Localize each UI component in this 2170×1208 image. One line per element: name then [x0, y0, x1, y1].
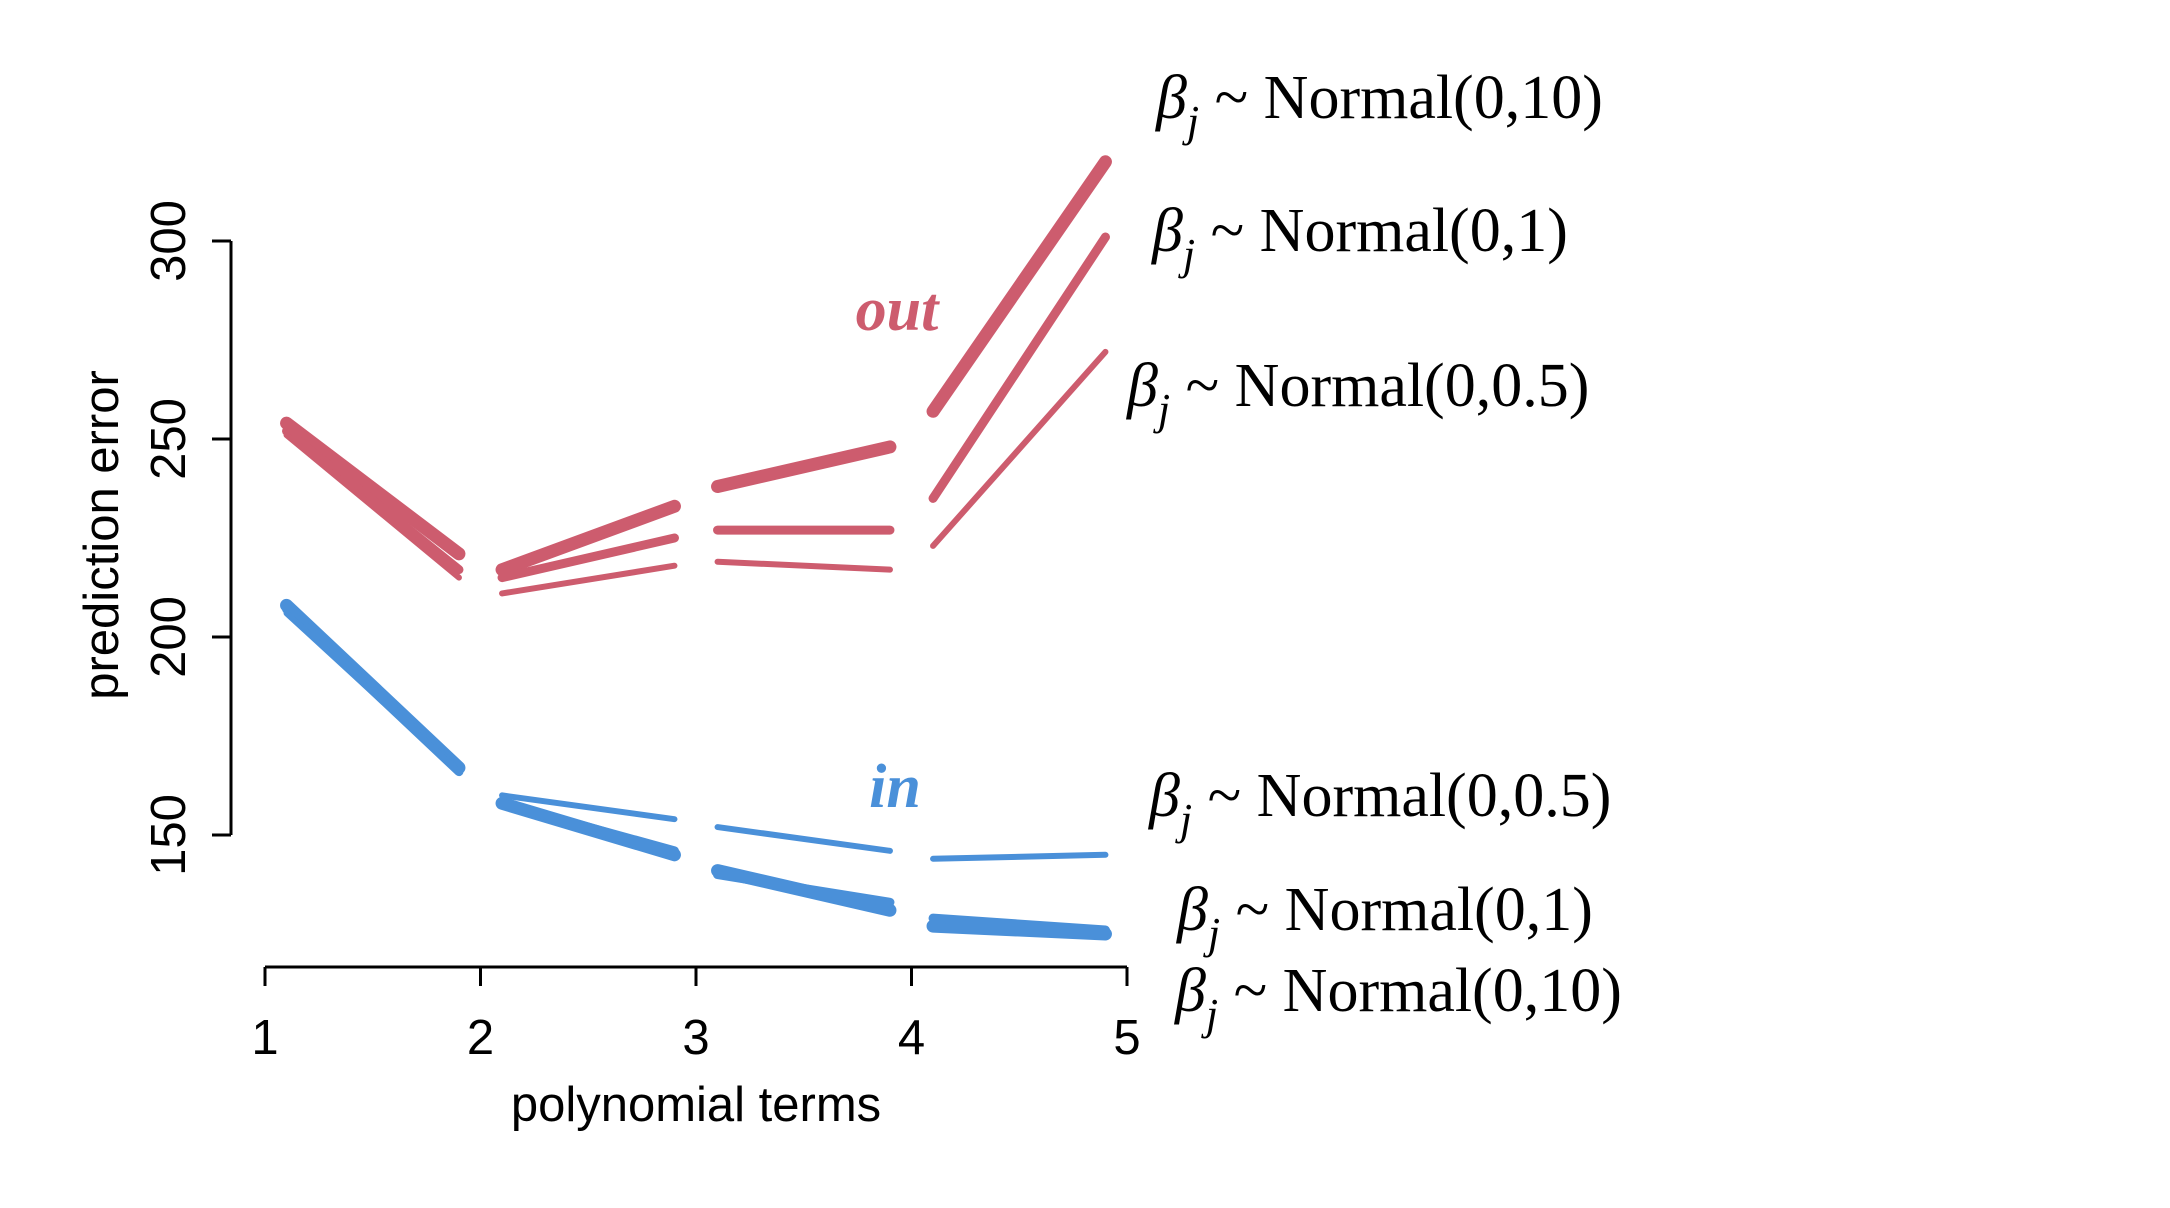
series-out-Normal(0,10)-segment-4 [926, 155, 1112, 418]
y-tick-label: 300 [142, 200, 196, 282]
series-out-Normal(0,10)-segment-2 [495, 499, 681, 577]
x-axis-title: polynomial terms [511, 1078, 881, 1132]
annotation-out_10: βj ~ Normal(0,10) [1155, 64, 1603, 146]
annotation-in_1: βj ~ Normal(0,1) [1176, 876, 1593, 958]
x-tick-label: 5 [1113, 1011, 1140, 1065]
annotation-in_10: βj ~ Normal(0,10) [1174, 957, 1622, 1039]
series-out-Normal(0,1)-segment-2 [497, 533, 679, 583]
series-out-Normal(0,0.5)-segment-4 [930, 348, 1109, 549]
series-in-Normal(0,1)-segment-2 [497, 798, 679, 856]
series-in-Normal(0,0.5)-segment-1 [283, 610, 462, 775]
group-label-in: in [869, 753, 921, 821]
series-out-Normal(0,1)-segment-4 [928, 232, 1110, 503]
x-tick-label: 4 [898, 1011, 925, 1065]
y-tick-label: 200 [142, 596, 196, 678]
group-label-out: out [856, 276, 940, 344]
annotation-out_05: βj ~ Normal(0,0.5) [1126, 352, 1589, 434]
x-tick-label: 3 [682, 1011, 709, 1065]
chart-marks [280, 155, 1112, 941]
y-tick-label: 250 [142, 398, 196, 480]
series-out-Normal(0,10)-segment-3 [711, 440, 897, 494]
series-in-Normal(0,0.5)-segment-3 [714, 824, 893, 854]
series-out-Normal(0,0.5)-segment-3 [714, 558, 893, 573]
series-in-Normal(0,10)-segment-4 [926, 919, 1112, 941]
annotation-in_05: βj ~ Normal(0,0.5) [1148, 762, 1611, 844]
axes: 150 200 250 300 1 2 3 4 5 polynomial terms predict… [75, 200, 1141, 1132]
series-out-Normal(0,0.5)-segment-1 [283, 432, 462, 581]
series-in-Normal(0,0.5)-segment-4 [930, 851, 1109, 862]
x-tick-label: 2 [467, 1011, 494, 1065]
x-tick-label: 1 [251, 1011, 278, 1065]
annotation-out_1: βj ~ Normal(0,1) [1151, 197, 1568, 279]
series-in-Normal(0,1)-segment-3 [713, 870, 895, 907]
series-out-Normal(0,10)-segment-1 [280, 416, 466, 561]
y-tick-label: 150 [142, 794, 196, 876]
y-axis-title: prediction error [75, 370, 129, 700]
series-out-Normal(0,1)-segment-1 [282, 426, 464, 575]
series-out-Normal(0,0.5)-segment-2 [499, 562, 678, 597]
series-in-Normal(0,0.5)-segment-2 [499, 792, 678, 823]
series-in-Normal(0,1)-segment-4 [928, 913, 1110, 935]
